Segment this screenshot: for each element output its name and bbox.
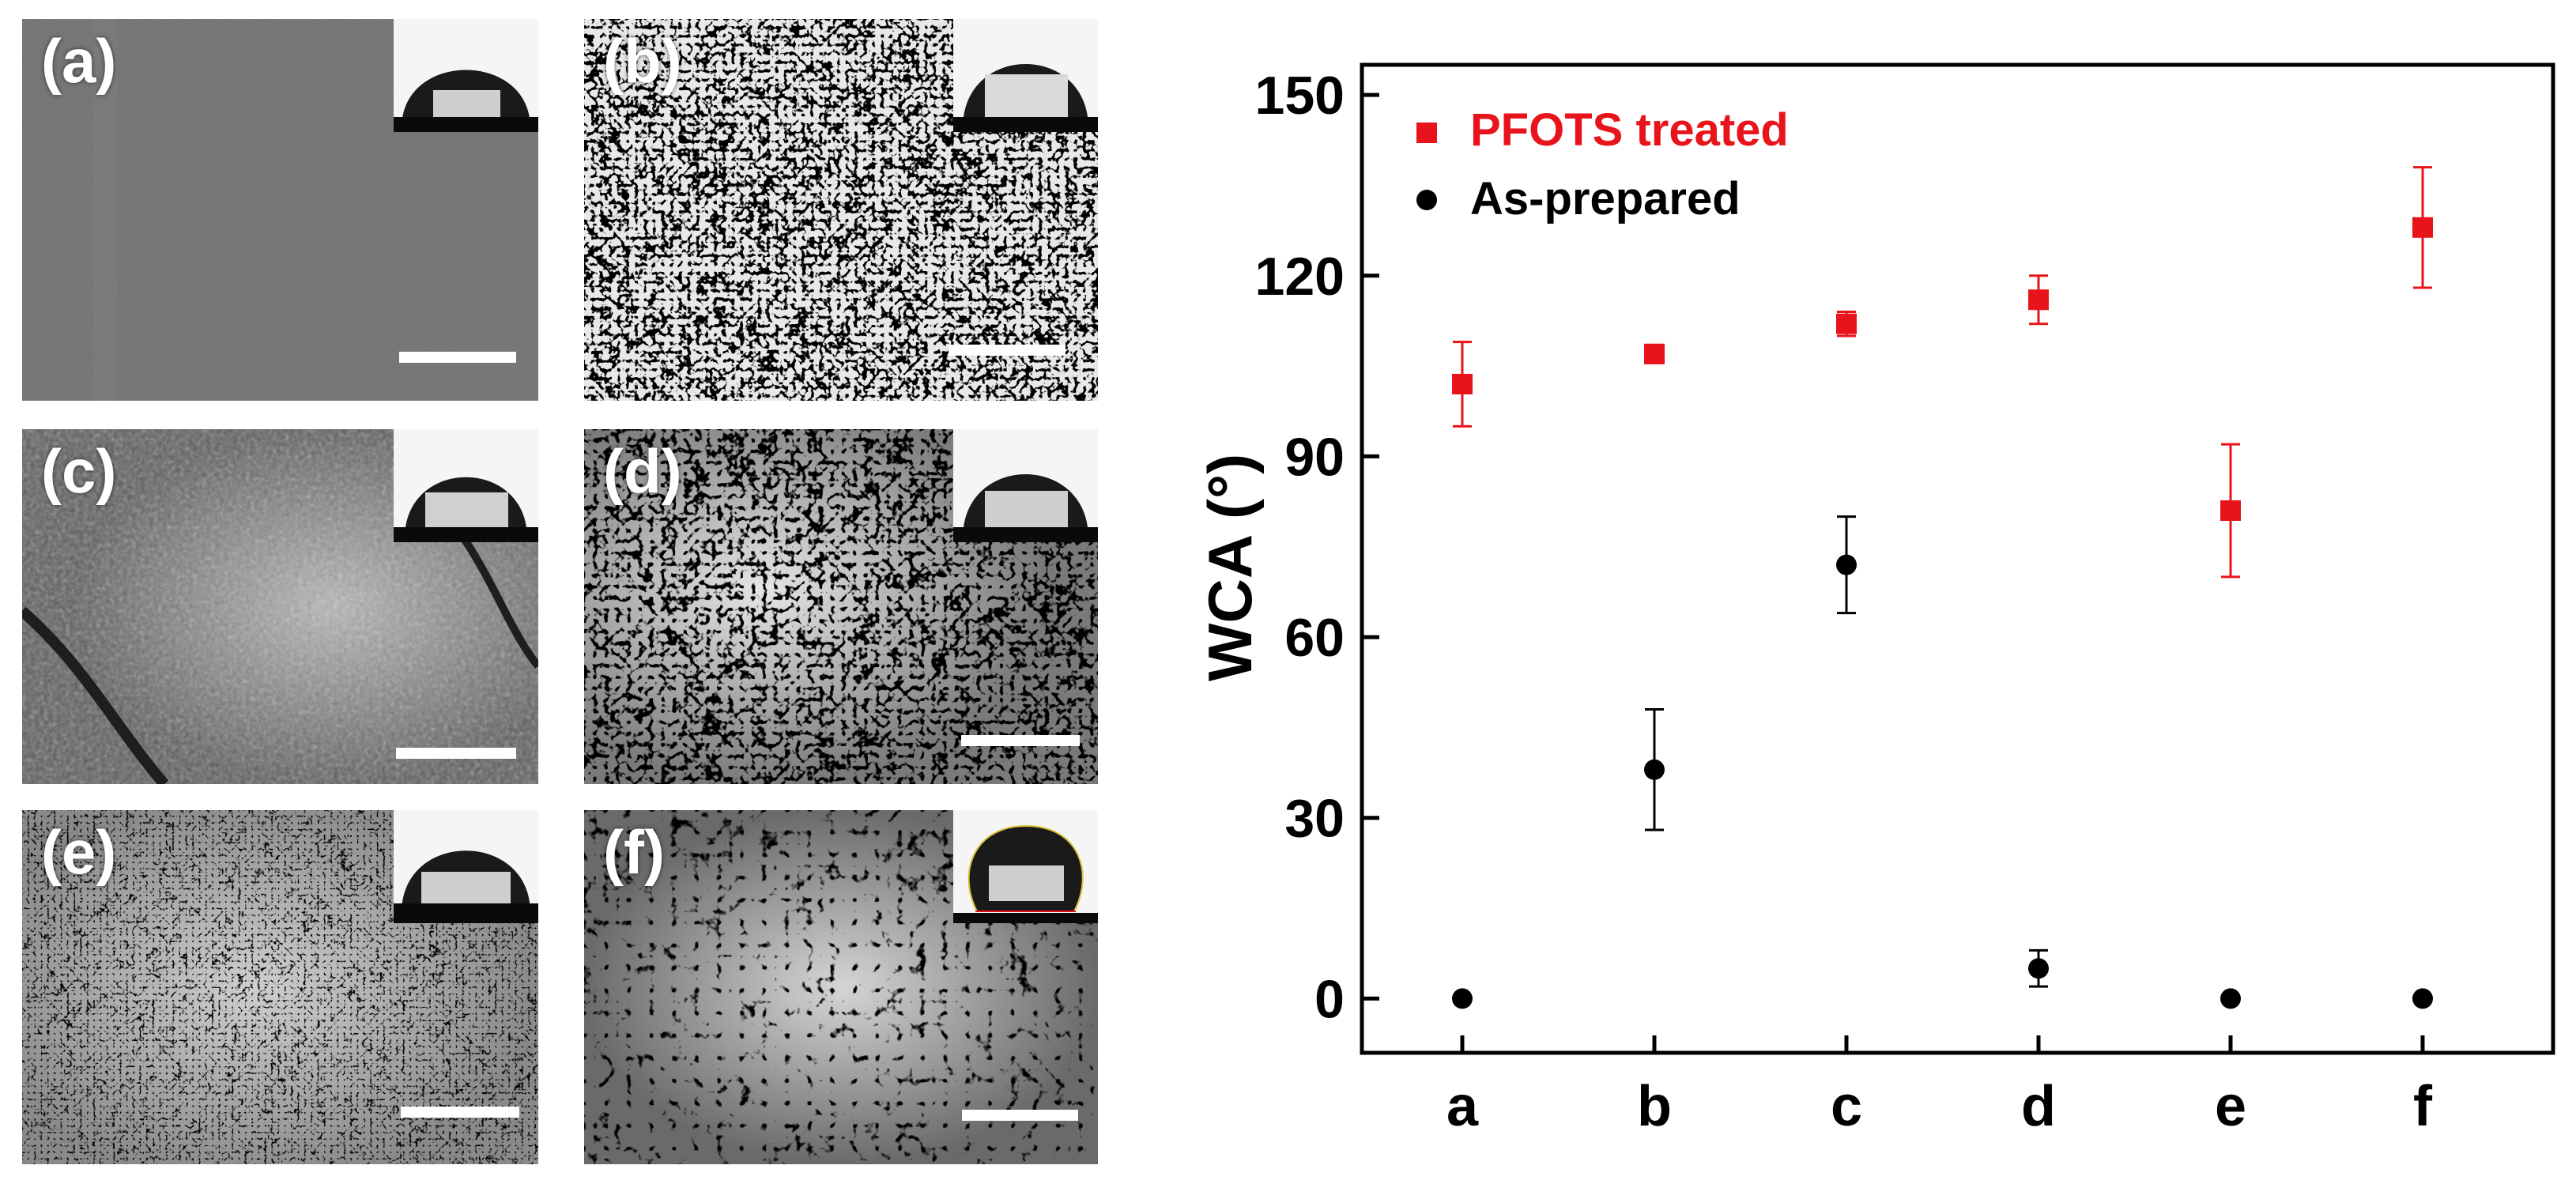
sem-texture-e [22, 810, 538, 1164]
data-point-square [2028, 289, 2049, 311]
sem-image-a: (a) [22, 19, 538, 401]
x-tick-label: e [2215, 1075, 2246, 1138]
plot-frame [1360, 62, 2555, 1055]
y-tick-label: 30 [1284, 789, 1345, 849]
wca-chart: 0 30 60 90 120 150 a b c d e f WCA (°) PFOTS treat… [1195, 62, 2555, 1138]
x-tick-label: b [1637, 1075, 1672, 1138]
droplet-inset-e [394, 810, 538, 923]
legend-label-pfots: PFOTS treated [1470, 104, 1789, 156]
droplet-inset-f [953, 810, 1098, 923]
data-point-square [1452, 373, 1473, 394]
scale-bar-b [949, 345, 1065, 356]
panel-label-d: (d) [603, 436, 682, 506]
legend-marker-pfots [1416, 123, 1437, 143]
y-axis: 0 30 60 90 120 150 [1255, 66, 1379, 1029]
x-tick-label: c [1831, 1075, 1862, 1138]
sem-texture-b [584, 19, 1098, 401]
y-tick-label: 60 [1284, 608, 1345, 668]
x-tick-label: f [2413, 1075, 2433, 1138]
scale-bar-a [399, 352, 516, 363]
droplet-inset-b [953, 19, 1098, 132]
sem-image-f: (f) [584, 810, 1098, 1164]
series-layer [1452, 166, 2433, 1009]
y-axis-label: WCA (°) [1195, 454, 1265, 681]
x-tick-label: d [2021, 1075, 2056, 1138]
data-point-circle [1452, 988, 1473, 1009]
panel-label-e: (e) [41, 817, 117, 887]
legend: PFOTS treated As-prepared [1416, 104, 1789, 224]
panel-label-c: (c) [41, 436, 117, 506]
panel-label-a: (a) [41, 26, 117, 96]
scale-bar-f [962, 1110, 1078, 1121]
y-tick-label: 120 [1255, 247, 1345, 307]
y-tick-label: 150 [1255, 66, 1345, 126]
data-point-circle [2412, 988, 2433, 1009]
panel-label-b: (b) [603, 26, 682, 96]
series-pfots-treated [1452, 166, 2433, 579]
data-point-circle [2028, 958, 2049, 979]
droplet-inset-d [953, 429, 1098, 542]
series-as-prepared [1452, 515, 2433, 1009]
legend-marker-as-prepared [1416, 190, 1437, 210]
panel-label-f: (f) [603, 817, 665, 887]
sem-image-b: (b) [584, 19, 1098, 401]
scale-bar-c [396, 748, 516, 759]
legend-label-as-prepared: As-prepared [1470, 173, 1741, 224]
droplet-inset-a [394, 19, 538, 132]
droplet-inset-c [394, 429, 538, 542]
sem-image-e: (e) [22, 810, 538, 1164]
data-point-circle [1644, 759, 1665, 780]
x-axis: a b c d e f [1446, 1035, 2433, 1138]
y-tick-label: 90 [1284, 427, 1345, 487]
data-point-square [2412, 217, 2433, 238]
scale-bar-e [401, 1107, 519, 1118]
data-point-square [1644, 343, 1665, 364]
x-tick-label: a [1446, 1075, 1479, 1138]
data-point-square [1836, 313, 1857, 334]
sem-image-c: (c) [22, 429, 538, 784]
data-point-square [2220, 500, 2241, 522]
y-tick-label: 0 [1314, 969, 1345, 1029]
sem-image-d: (d) [584, 429, 1098, 784]
data-point-circle [2220, 988, 2241, 1009]
data-point-circle [1836, 554, 1857, 575]
scale-bar-d [961, 735, 1080, 746]
